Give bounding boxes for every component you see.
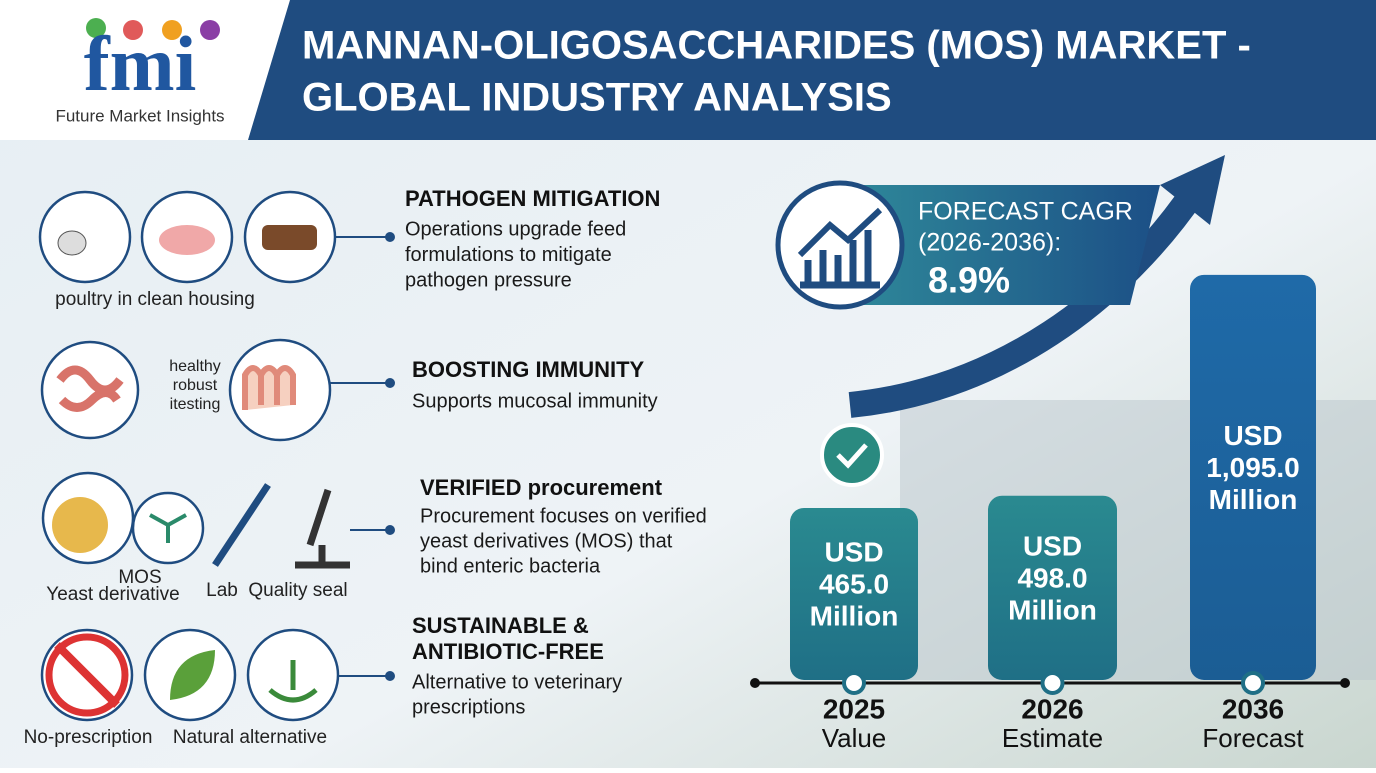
molecule-icon — [149, 513, 187, 543]
villi-icon — [242, 365, 296, 410]
timeline-dot — [1241, 671, 1265, 695]
bar-label: 498.0 — [1017, 562, 1087, 593]
driver-title: PATHOGEN MITIGATION — [405, 186, 660, 211]
logo-dot — [123, 20, 143, 40]
icon-label: poultry in clean housing — [55, 289, 255, 310]
driver-text: Procurement focuses on verified — [420, 505, 707, 527]
pipette-icon — [212, 483, 271, 567]
logo-dot — [86, 18, 106, 38]
title-line: MANNAN-OLIGOSACCHARIDES (MOS) MARKET - — [302, 24, 1251, 68]
icon-label: Natural alternative — [173, 727, 327, 748]
driver-text: Alternative to veterinary — [412, 671, 622, 693]
driver-text: prescriptions — [412, 696, 525, 718]
bar — [1190, 274, 1316, 680]
chicken-icon — [57, 230, 87, 256]
bar-label: USD — [1023, 530, 1082, 561]
bar-label: USD — [1223, 420, 1282, 451]
timeline-end — [1340, 678, 1350, 688]
bar-label: USD — [824, 536, 883, 567]
bar-caption: Estimate — [1002, 723, 1103, 753]
cagr-label: (2026-2036): — [918, 229, 1061, 257]
leaf-icon — [170, 650, 215, 700]
driver-title: ANTIBIOTIC-FREE — [412, 639, 604, 664]
growth-arrow — [848, 182, 1206, 418]
bar-year: 2025 — [823, 693, 885, 724]
timeline-dot — [842, 671, 866, 695]
no-icon — [54, 642, 120, 708]
cow-icon — [262, 225, 317, 250]
icon-circle — [38, 190, 132, 284]
arrow-head — [1160, 155, 1225, 225]
bar-label: Million — [1008, 594, 1097, 625]
connector-dot — [385, 525, 395, 535]
connector-dot — [385, 378, 395, 388]
bar-year: 2026 — [1021, 693, 1083, 724]
icon-label: No-prescription — [24, 727, 153, 748]
logo-dot — [200, 20, 220, 40]
microscope-icon — [295, 488, 350, 569]
title-banner — [248, 0, 1376, 140]
hands-icon — [268, 660, 318, 703]
logo-name: Future Market Insights — [55, 106, 224, 125]
icon-label: healthy — [169, 358, 221, 375]
bar — [988, 495, 1117, 680]
timeline-dot — [1040, 671, 1065, 695]
bar-label: 465.0 — [819, 568, 889, 599]
icon-label: robust — [173, 377, 218, 394]
driver-text: bind enteric bacteria — [420, 555, 601, 577]
bar-year: 2036 — [1222, 693, 1284, 724]
yeast-icon — [52, 497, 108, 553]
connector-dot — [385, 232, 395, 242]
bar — [790, 507, 918, 680]
bar-label: Million — [810, 600, 899, 631]
gut-icon — [56, 365, 124, 412]
icon-label: itesting — [170, 396, 221, 413]
pig-icon — [159, 225, 215, 255]
driver-title: VERIFIED procurement — [420, 475, 663, 500]
driver-text: Operations upgrade feed — [405, 218, 626, 240]
logo-mark: fmi — [84, 20, 197, 107]
no-ring — [45, 633, 129, 717]
driver-text: Supports mucosal immunity — [412, 390, 658, 412]
cagr-label: FORECAST CAGR — [918, 198, 1133, 226]
cagr-banner — [840, 185, 1160, 305]
bar-label: Million — [1209, 484, 1298, 515]
connector-dot — [385, 671, 395, 681]
seal-check — [836, 443, 868, 469]
icon-label: Quality seal — [248, 580, 347, 601]
driver-title: SUSTAINABLE & — [412, 613, 589, 638]
driver-text: formulations to mitigate — [405, 244, 612, 266]
icon-circle — [40, 340, 140, 440]
driver-text: yeast derivatives (MOS) that — [420, 530, 673, 552]
title-line: GLOBAL INDUSTRY ANALYSIS — [302, 76, 892, 120]
timeline-end — [750, 678, 760, 688]
driver-title: BOOSTING IMMUNITY — [412, 357, 645, 382]
bar-caption: Forecast — [1202, 723, 1304, 753]
icon-label: Yeast derivative — [46, 584, 179, 605]
driver-text: pathogen pressure — [405, 269, 572, 291]
logo-dot — [162, 20, 182, 40]
seal-icon — [820, 423, 884, 487]
bar-label: 1,095.0 — [1206, 452, 1299, 483]
chart-icon — [800, 230, 880, 289]
cagr-value: 8.9% — [928, 260, 1010, 301]
bar-caption: Value — [822, 723, 887, 753]
icon-label: Lab — [206, 580, 238, 601]
icon-label: MOS — [118, 567, 161, 588]
chart-icon-line — [797, 207, 883, 258]
